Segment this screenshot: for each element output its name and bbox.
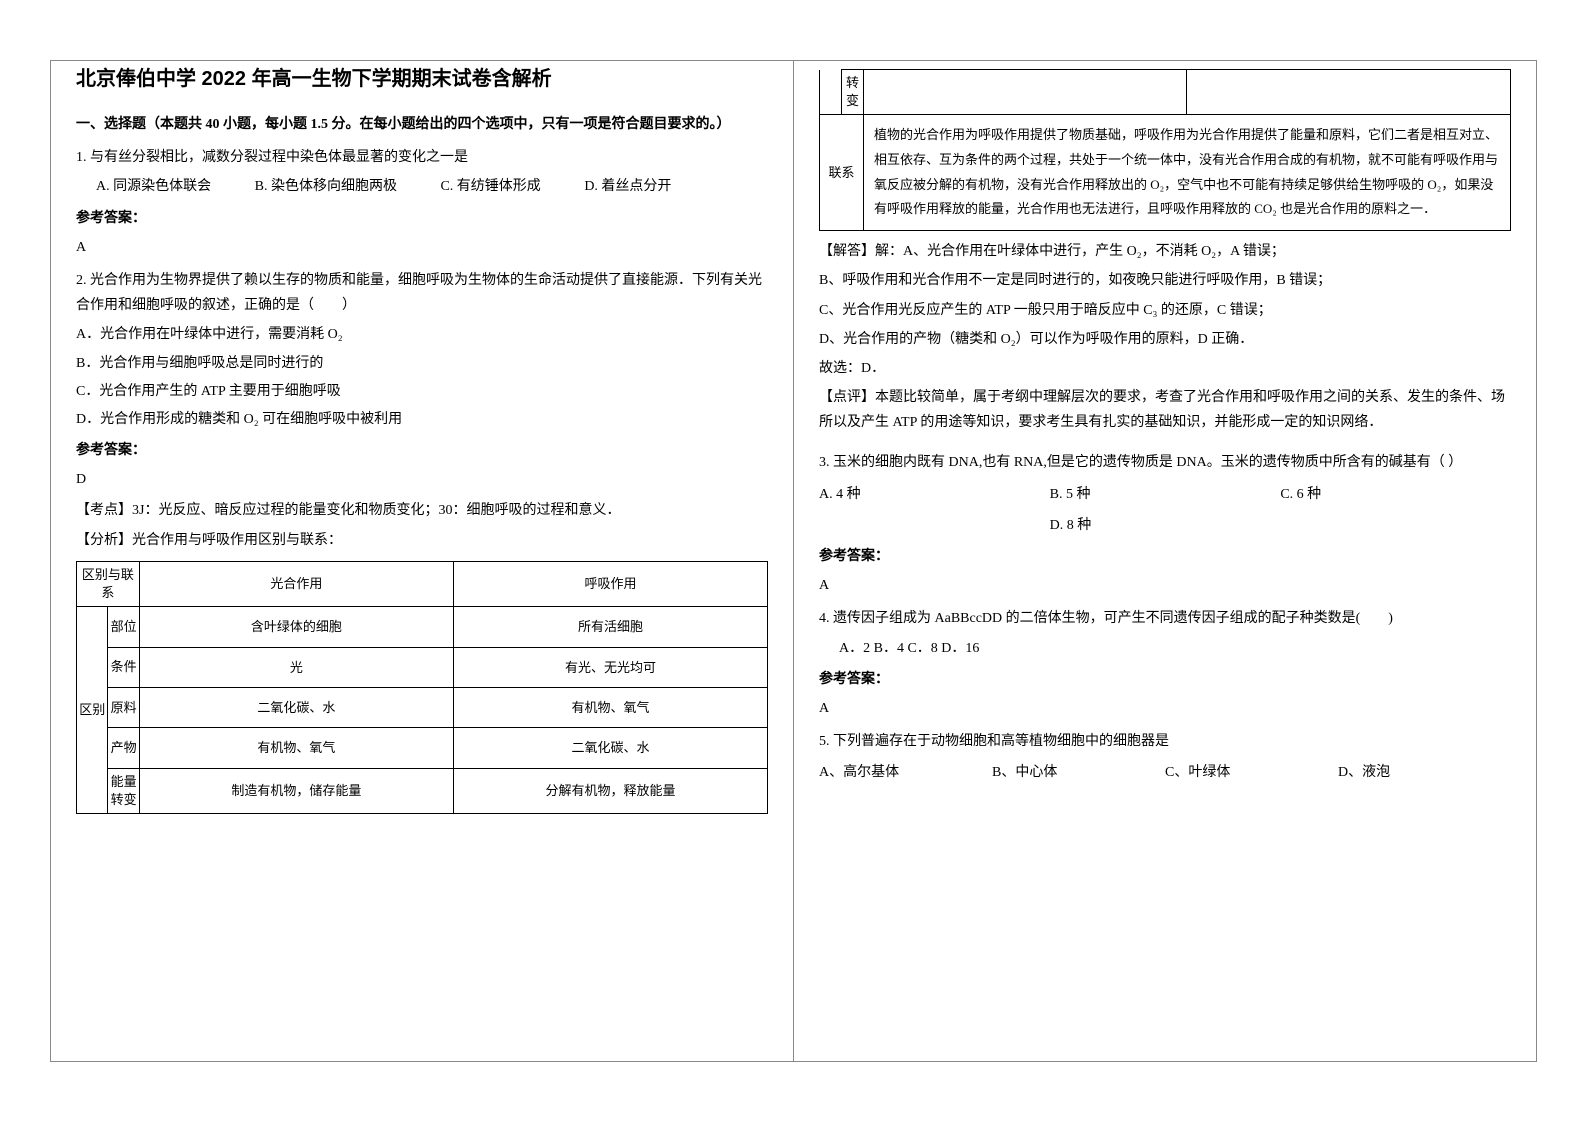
- table-row: 能量转变 制造有机物，储存能量 分解有机物，释放能量: [77, 768, 768, 813]
- q5-optC: C、叶绿体: [1165, 760, 1338, 785]
- right-column: 转变 联系 植物的光合作用为呼吸作用提供了物质基础，呼吸作用为光合作用提供了能量…: [793, 60, 1537, 1062]
- q1-optA: A. 同源染色体联会: [96, 174, 211, 199]
- explain-l5: 故选：D．: [819, 356, 1511, 381]
- blank-cell: [820, 70, 842, 115]
- q3-stem: 3. 玉米的细胞内既有 DNA,也有 RNA,但是它的遗传物质是 DNA。玉米的…: [819, 450, 1511, 475]
- row-c3: 二氧化碳、水: [453, 728, 767, 768]
- explain-l6: 【点评】本题比较简单，属于考纲中理解层次的要求，考查了光合作用和呼吸作用之间的关…: [819, 385, 1511, 435]
- comparison-table-cont: 转变 联系 植物的光合作用为呼吸作用提供了物质基础，呼吸作用为光合作用提供了能量…: [819, 69, 1511, 231]
- table-header-row: 区别与联系 光合作用 呼吸作用: [77, 561, 768, 606]
- page-title: 北京俸伯中学 2022 年高一生物下学期期末试卷含解析: [76, 61, 768, 97]
- blank-cell: [1187, 70, 1511, 115]
- q2-stem: 2. 光合作用为生物界提供了赖以生存的物质和能量，细胞呼吸为生物体的生命活动提供…: [76, 268, 768, 318]
- q2-optD: D．光合作用形成的糖类和 O₂ 可在细胞呼吸中被利用: [76, 407, 768, 432]
- q5-optB: B、中心体: [992, 760, 1165, 785]
- table-row: 原料 二氧化碳、水 有机物、氧气: [77, 687, 768, 727]
- q2-point: 【考点】3J：光反应、暗反应过程的能量变化和物质变化；30：细胞呼吸的过程和意义…: [76, 498, 768, 523]
- row-c1-cont: 转变: [842, 70, 864, 115]
- blank-cell: [864, 70, 1187, 115]
- q3-optD: D. 8 种: [1050, 513, 1281, 538]
- link-text: 植物的光合作用为呼吸作用提供了物质基础，呼吸作用为光合作用提供了能量和原料，它们…: [864, 115, 1511, 231]
- q5-optA: A、高尔基体: [819, 760, 992, 785]
- q1-optC: C. 有纺锤体形成: [440, 174, 540, 199]
- explain-l2: B、呼吸作用和光合作用不一定是同时进行的，如夜晚只能进行呼吸作用，B 错误；: [819, 268, 1511, 293]
- q2-answer-label: 参考答案：: [76, 438, 768, 463]
- table-row: 转变: [820, 70, 1511, 115]
- th-respiration: 呼吸作用: [453, 561, 767, 606]
- q2-analysis: 【分析】光合作用与呼吸作用区别与联系：: [76, 528, 768, 553]
- row-c2: 光: [139, 647, 453, 687]
- comparison-table: 区别与联系 光合作用 呼吸作用 区别 部位 含叶绿体的细胞 所有活细胞 条件 光…: [76, 561, 768, 814]
- q3-answer: A: [819, 573, 1511, 598]
- table-row: 区别 部位 含叶绿体的细胞 所有活细胞: [77, 607, 768, 647]
- q1-optD: D. 着丝点分开: [584, 174, 671, 199]
- q4-stem: 4. 遗传因子组成为 AaBBccDD 的二倍体生物，可产生不同遗传因子组成的配…: [819, 606, 1511, 631]
- row-c3: 有机物、氧气: [453, 687, 767, 727]
- q3-blank2: [1280, 513, 1511, 538]
- q3-answer-label: 参考答案：: [819, 544, 1511, 569]
- q1-answer-label: 参考答案：: [76, 206, 768, 231]
- th-diff: 区别与联系: [77, 561, 140, 606]
- explain-l3: C、光合作用光反应产生的 ATP 一般只用于暗反应中 C₃ 的还原，C 错误；: [819, 298, 1511, 323]
- q1-stem: 1. 与有丝分裂相比，减数分裂过程中染色体最显著的变化之一是: [76, 145, 768, 170]
- q5-options: A、高尔基体 B、中心体 C、叶绿体 D、液泡: [819, 760, 1511, 785]
- th-photosynthesis: 光合作用: [139, 561, 453, 606]
- table-row-link: 联系 植物的光合作用为呼吸作用提供了物质基础，呼吸作用为光合作用提供了能量和原料…: [820, 115, 1511, 231]
- q2-optA: A．光合作用在叶绿体中进行，需要消耗 O₂: [76, 322, 768, 347]
- row-c2: 二氧化碳、水: [139, 687, 453, 727]
- q1-optB: B. 染色体移向细胞两极: [255, 174, 397, 199]
- row-c1: 原料: [108, 687, 139, 727]
- q2-optB: B．光合作用与细胞呼吸总是同时进行的: [76, 351, 768, 376]
- section-header: 一、选择题（本题共 40 小题，每小题 1.5 分。在每小题给出的四个选项中，只…: [76, 112, 768, 137]
- row-c1: 部位: [108, 607, 139, 647]
- q3-optA: A. 4 种: [819, 482, 1050, 507]
- row-c2: 制造有机物，储存能量: [139, 768, 453, 813]
- q2-optC: C．光合作用产生的 ATP 主要用于细胞呼吸: [76, 379, 768, 404]
- q3-optC: C. 6 种: [1280, 482, 1511, 507]
- row-label-diff: 区别: [77, 607, 108, 814]
- row-c1: 能量转变: [108, 768, 139, 813]
- q1-answer: A: [76, 235, 768, 260]
- explain-l1: 【解答】解：A、光合作用在叶绿体中进行，产生 O₂，不消耗 O₂，A 错误；: [819, 239, 1511, 264]
- left-column: 北京俸伯中学 2022 年高一生物下学期期末试卷含解析 一、选择题（本题共 40…: [50, 60, 793, 1062]
- explain-l4: D、光合作用的产物（糖类和 O₂）可以作为呼吸作用的原料，D 正确．: [819, 327, 1511, 352]
- row-c1: 条件: [108, 647, 139, 687]
- q4-answer: A: [819, 696, 1511, 721]
- row-c3: 所有活细胞: [453, 607, 767, 647]
- table-row: 条件 光 有光、无光均可: [77, 647, 768, 687]
- row-c3: 分解有机物，释放能量: [453, 768, 767, 813]
- row-c2: 有机物、氧气: [139, 728, 453, 768]
- q4-options: A．2 B．4 C．8 D．16: [819, 636, 1511, 661]
- table-row: 产物 有机物、氧气 二氧化碳、水: [77, 728, 768, 768]
- q4-answer-label: 参考答案：: [819, 667, 1511, 692]
- row-c1: 产物: [108, 728, 139, 768]
- q3-options-row1: A. 4 种 B. 5 种 C. 6 种: [819, 482, 1511, 507]
- q2-answer: D: [76, 467, 768, 492]
- row-c3: 有光、无光均可: [453, 647, 767, 687]
- q3-blank: [819, 513, 1050, 538]
- q3-options-row2: D. 8 种: [819, 513, 1511, 538]
- row-c2: 含叶绿体的细胞: [139, 607, 453, 647]
- q5-optD: D、液泡: [1338, 760, 1511, 785]
- q1-options: A. 同源染色体联会 B. 染色体移向细胞两极 C. 有纺锤体形成 D. 着丝点…: [76, 174, 768, 199]
- q3-optB: B. 5 种: [1050, 482, 1281, 507]
- row-label-link: 联系: [820, 115, 864, 231]
- q5-stem: 5. 下列普遍存在于动物细胞和高等植物细胞中的细胞器是: [819, 729, 1511, 754]
